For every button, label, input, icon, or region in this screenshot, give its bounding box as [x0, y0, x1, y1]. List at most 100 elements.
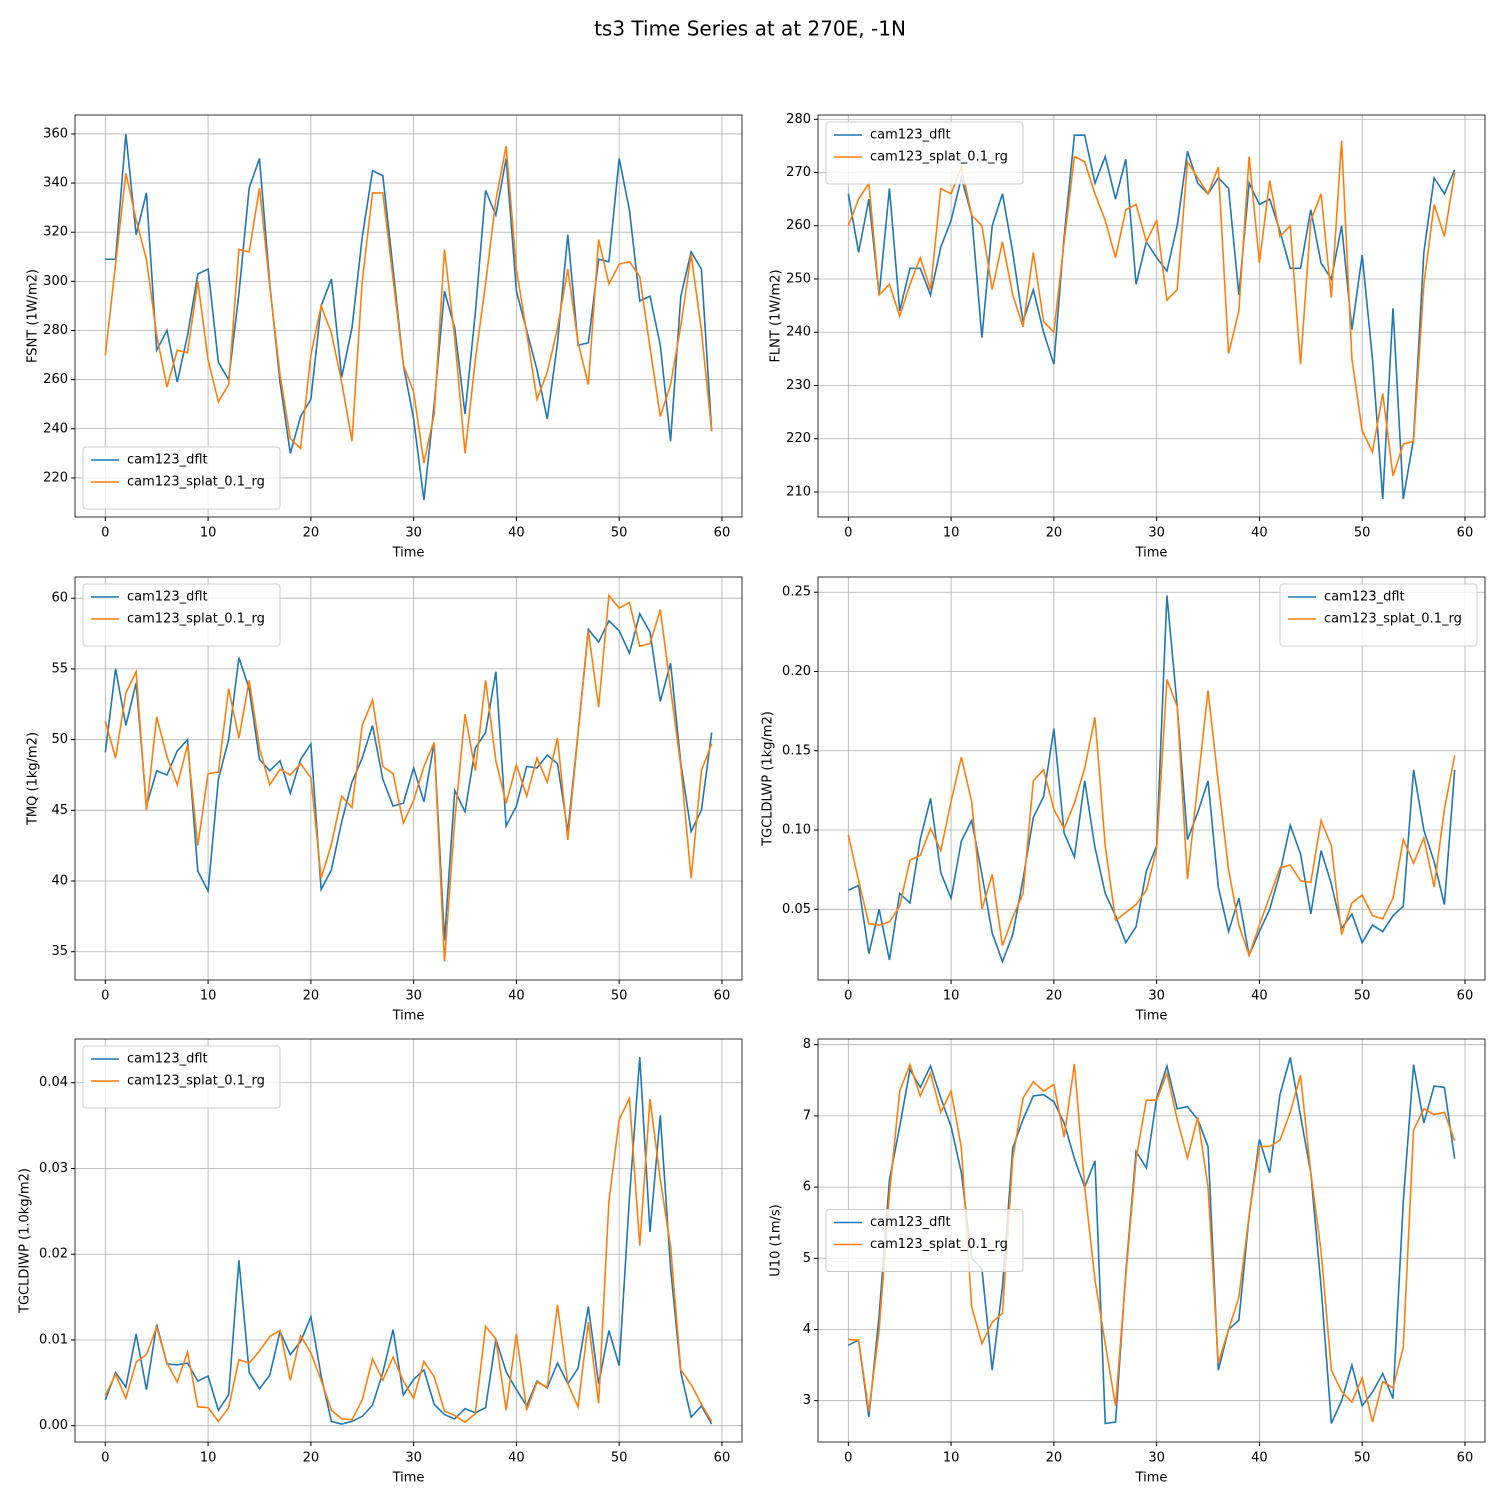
y-tick-label: 280 [43, 323, 68, 338]
x-tick-label: 30 [1148, 989, 1165, 1004]
legend: cam123_dflt cam123_splat_0.1_rg [82, 583, 281, 647]
series-line [104, 611, 713, 941]
y-tick-label: 260 [43, 372, 68, 387]
y-tick-label: 0.03 [39, 1161, 68, 1176]
legend-label: cam123_splat_0.1_rg [1324, 612, 1462, 627]
x-tick-label: 10 [200, 526, 217, 541]
y-tick-label: 3 [803, 1393, 811, 1408]
series-line [847, 679, 1456, 958]
y-axis-label: TMQ (1kg/m2) [26, 732, 41, 826]
legend-label: cam123_dflt [127, 1052, 208, 1067]
y-tick-label: 240 [786, 325, 811, 340]
legend: cam123_dflt cam123_splat_0.1_rg [82, 446, 281, 510]
x-tick-label: 30 [405, 989, 422, 1004]
x-tick-label: 40 [508, 989, 525, 1004]
y-tick-label: 320 [43, 225, 68, 240]
y-tick-label: 250 [786, 271, 811, 286]
y-tick-label: 55 [51, 661, 68, 676]
x-tick-label: 10 [943, 1451, 960, 1466]
x-tick-label: 20 [303, 989, 320, 1004]
x-tick-label: 0 [101, 989, 109, 1004]
legend-label: cam123_dflt [870, 1215, 951, 1230]
y-tick-label: 0.10 [782, 823, 811, 838]
y-tick-label: 360 [43, 126, 68, 141]
series-line [847, 595, 1456, 964]
legend: cam123_dflt cam123_splat_0.1_rg [825, 121, 1024, 185]
subplot: 0 10 20 30 40 50 60 210 220 230 240 250 260 270 280 Tim… [769, 112, 1486, 561]
y-tick-label: 5 [803, 1251, 811, 1266]
y-tick-label: 50 [51, 732, 68, 747]
y-tick-label: 0.04 [39, 1075, 68, 1090]
legend-label: cam123_dflt [870, 128, 951, 143]
y-tick-label: 0.15 [782, 743, 811, 758]
y-tick-label: 260 [786, 218, 811, 233]
y-tick-label: 60 [51, 591, 68, 606]
x-tick-label: 20 [1046, 526, 1063, 541]
legend-box [1279, 583, 1478, 647]
x-tick-label: 40 [508, 526, 525, 541]
y-tick-label: 35 [51, 944, 68, 959]
legend-box [825, 121, 1024, 185]
series-line [104, 1056, 713, 1425]
subplot: 0 10 20 30 40 50 60 3 4 5 6 7 8 Time U10 (1m/s) cam123_… [769, 1037, 1486, 1486]
series-line [104, 1095, 713, 1424]
y-tick-label: 0.02 [39, 1247, 68, 1262]
legend-label: cam123_splat_0.1_rg [127, 612, 265, 627]
x-tick-label: 0 [844, 1451, 852, 1466]
x-tick-label: 10 [200, 989, 217, 1004]
subplot: 0 10 20 30 40 50 60 0.00 0.01 0.02 0.03 0.04 Time TGC… [18, 1038, 743, 1486]
x-axis-label: Time [392, 1471, 425, 1486]
x-tick-label: 60 [714, 526, 731, 541]
y-tick-label: 240 [43, 421, 68, 436]
x-axis-label: Time [392, 1009, 425, 1024]
legend-label: cam123_dflt [127, 453, 208, 468]
x-axis-label: Time [1135, 1009, 1168, 1024]
y-tick-label: 230 [786, 378, 811, 393]
y-tick-label: 280 [786, 112, 811, 127]
y-tick-label: 220 [786, 431, 811, 446]
x-axis-label: Time [1135, 546, 1168, 561]
x-tick-label: 30 [1148, 1451, 1165, 1466]
legend-label: cam123_splat_0.1_rg [870, 1237, 1008, 1252]
x-tick-label: 40 [1251, 989, 1268, 1004]
y-axis-label: U10 (1m/s) [769, 1204, 784, 1276]
y-tick-label: 40 [51, 874, 68, 889]
x-tick-label: 40 [1251, 526, 1268, 541]
x-tick-label: 50 [611, 1451, 628, 1466]
x-tick-label: 40 [508, 1451, 525, 1466]
legend-label: cam123_dflt [127, 590, 208, 605]
series-line [105, 133, 713, 501]
legend: cam123_dflt cam123_splat_0.1_rg [825, 1209, 1024, 1272]
x-tick-label: 30 [405, 526, 422, 541]
subplot: 0 10 20 30 40 50 60 0.05 0.10 0.15 0.20 0.25 Time TGC… [761, 576, 1486, 1024]
subplot: 0 10 20 30 40 50 60 35 40 45 50 55 60 Time TMQ (1kg/m2… [26, 576, 743, 1024]
x-tick-label: 50 [611, 989, 628, 1004]
legend-label: cam123_dflt [1324, 590, 1405, 605]
x-axis-label: Time [392, 546, 425, 561]
plot-frame [817, 576, 1486, 981]
y-axis-label: TGCLDLWP (1kg/m2) [761, 711, 776, 847]
series-line [848, 1062, 1456, 1423]
y-axis-label: TGCLDIWP (1.0kg/m2) [18, 1168, 33, 1314]
x-tick-label: 30 [1148, 526, 1165, 541]
y-tick-label: 7 [803, 1108, 811, 1123]
y-axis-label: FSNT (1W/m2) [26, 269, 41, 363]
series-line [104, 593, 713, 962]
y-tick-label: 8 [803, 1037, 811, 1052]
x-tick-label: 0 [101, 526, 109, 541]
y-tick-label: 6 [803, 1180, 811, 1195]
x-tick-label: 60 [714, 1451, 731, 1466]
x-tick-label: 40 [1251, 1451, 1268, 1466]
legend-label: cam123_splat_0.1_rg [870, 150, 1008, 165]
x-axis-label: Time [1135, 1471, 1168, 1486]
x-tick-label: 0 [101, 1451, 109, 1466]
series-line [847, 140, 1456, 477]
x-tick-label: 20 [303, 526, 320, 541]
legend-box [825, 1209, 1024, 1272]
subplot: 0 10 20 30 40 50 60 220 240 260 280 300 320 340 360 Tim… [26, 114, 743, 561]
y-tick-label: 340 [43, 176, 68, 191]
figure-title: ts3 Time Series at at 270E, -1N [594, 17, 906, 41]
y-tick-label: 210 [786, 484, 811, 499]
legend-box [82, 583, 281, 647]
plot-frame [817, 1038, 1486, 1443]
